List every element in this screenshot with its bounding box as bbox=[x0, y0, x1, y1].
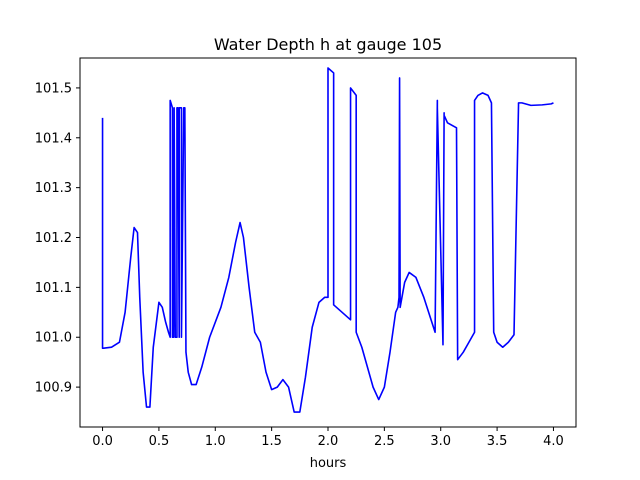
x-axis-label: hours bbox=[310, 456, 347, 471]
y-tick-label: 101.0 bbox=[35, 331, 72, 346]
y-tick-label: 100.9 bbox=[35, 381, 72, 396]
x-tick-label: 2.0 bbox=[318, 434, 339, 449]
x-tick-label: 3.0 bbox=[430, 434, 451, 449]
series-line-0 bbox=[101, 67, 554, 413]
x-tick-label: 4.0 bbox=[543, 434, 564, 449]
y-tick-label: 101.2 bbox=[35, 231, 72, 246]
chart-title: Water Depth h at gauge 105 bbox=[214, 35, 442, 54]
y-tick-label: 101.4 bbox=[35, 131, 72, 146]
y-tick-label: 101.3 bbox=[35, 181, 72, 196]
x-tick-label: 1.0 bbox=[205, 434, 226, 449]
axes: 0.0 0.5 1.0 1.5 2.0 2.5 3.0 3.5 4.0 100.9 101.0 101… bbox=[35, 57, 577, 449]
y-tick-label: 101.5 bbox=[35, 81, 72, 96]
plot-content bbox=[101, 67, 554, 413]
x-tick-label: 3.5 bbox=[487, 434, 508, 449]
x-tick-label: 2.5 bbox=[374, 434, 395, 449]
y-tick-label: 101.1 bbox=[35, 281, 72, 296]
x-tick-label: 0.5 bbox=[149, 434, 170, 449]
x-tick-label: 1.5 bbox=[261, 434, 282, 449]
x-tick-label: 0.0 bbox=[92, 434, 113, 449]
